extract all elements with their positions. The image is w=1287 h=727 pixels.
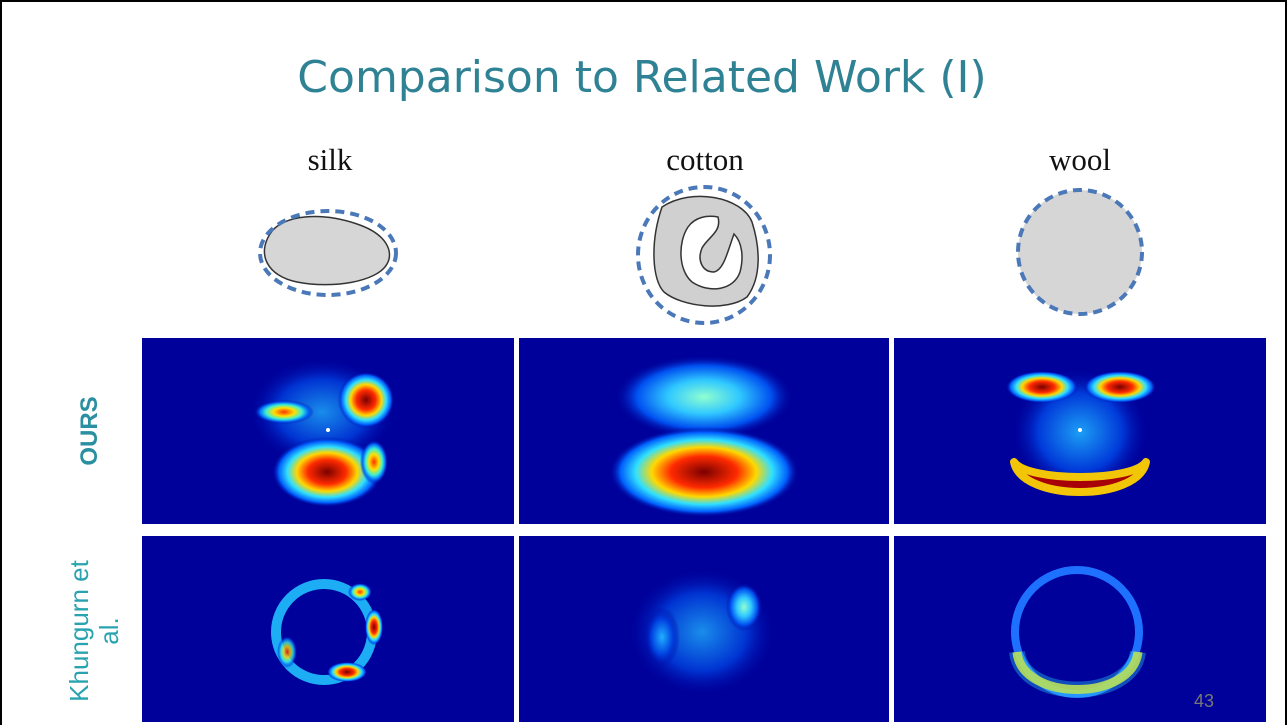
- column-label: wool: [1049, 142, 1111, 177]
- slide-title: Comparison to Related Work (I): [297, 52, 986, 103]
- column-label: silk: [308, 142, 353, 177]
- silk-cross-section: [260, 211, 396, 295]
- cotton-cross-section: [638, 187, 770, 323]
- row-label: OURS: [75, 371, 105, 491]
- heatmap-ours-cotton: [519, 338, 889, 524]
- slide-canvas: Comparison to Related Work (I) silk cott…: [2, 2, 1287, 727]
- heatmap-ours-silk: [142, 338, 514, 524]
- heatmap-ours-wool: [894, 338, 1266, 524]
- heatmap-related-cotton: [519, 536, 889, 722]
- heatmap-related-silk: [142, 536, 514, 722]
- row-label: Khungurn et al.: [64, 556, 130, 706]
- column-label: cotton: [666, 142, 744, 177]
- slide: Comparison to Related Work (I) silk cott…: [0, 0, 1287, 725]
- page-number: 43: [1194, 691, 1214, 711]
- wool-cross-section: [1018, 190, 1142, 314]
